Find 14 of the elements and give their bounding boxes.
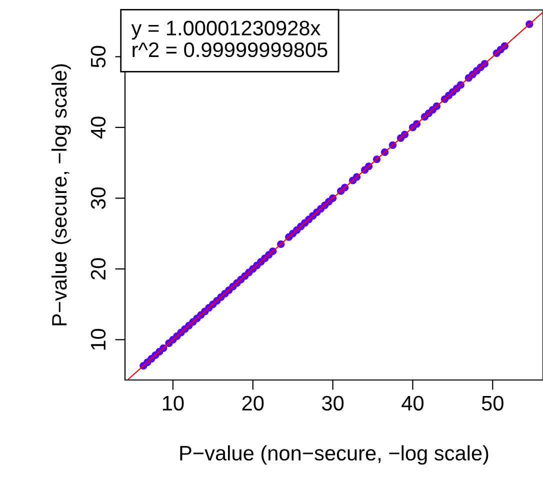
x-tick-label: 50 — [482, 396, 504, 411]
y-axis-title: P−value (secure, −log scale) — [51, 64, 71, 326]
x-axis-title: P−value (non−secure, −log scale) — [180, 445, 488, 465]
y-tick-label: 20 — [90, 258, 106, 280]
y-tick-label: 50 — [90, 46, 106, 68]
y-tick-label: 30 — [90, 187, 106, 209]
annotation: r^2 = 0.99999999805 — [132, 42, 328, 58]
y-tick-label: 40 — [90, 116, 106, 139]
y-tick-label: 10 — [90, 328, 106, 350]
annotation: y = 1.00001230928x — [131, 20, 320, 40]
x-tick-label: 20 — [242, 396, 264, 411]
x-tick-label: 40 — [402, 396, 424, 411]
x-tick-label: 30 — [322, 396, 344, 411]
x-tick-label: 10 — [162, 396, 184, 411]
